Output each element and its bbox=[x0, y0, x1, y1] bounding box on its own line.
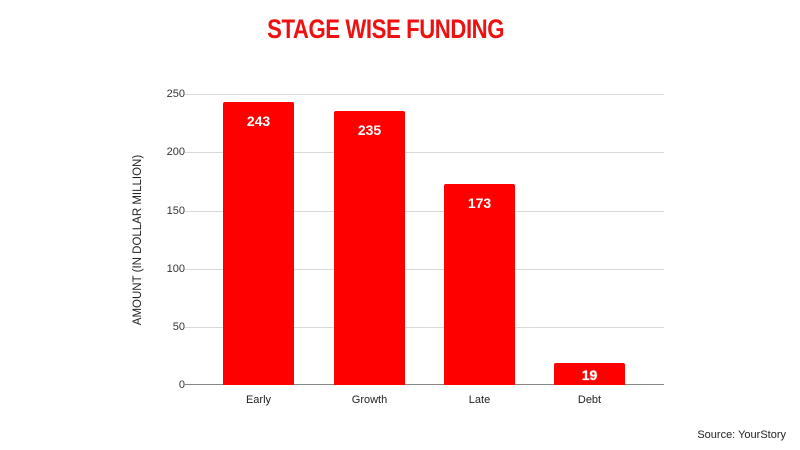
gridline-50 bbox=[185, 327, 664, 328]
bar-value-label: 173 bbox=[467, 194, 492, 211]
x-label-debt: Debt bbox=[577, 394, 602, 406]
gridline-150 bbox=[185, 211, 664, 212]
x-label-late: Late bbox=[468, 394, 491, 406]
y-tick-250: 250 bbox=[166, 88, 185, 100]
bar-late: 173 bbox=[444, 183, 515, 385]
x-axis-baseline bbox=[185, 384, 664, 385]
y-tick-50: 50 bbox=[172, 321, 185, 333]
bar-debt: 19 bbox=[554, 362, 625, 385]
gridline-250 bbox=[185, 94, 664, 95]
y-tick-0: 0 bbox=[178, 379, 185, 391]
bar-value-label: 235 bbox=[357, 122, 382, 139]
y-tick-200: 200 bbox=[166, 146, 185, 158]
source-credit: Source: YourStory bbox=[697, 429, 786, 441]
bar-growth: 235 bbox=[334, 111, 405, 385]
gridline-200 bbox=[185, 152, 664, 153]
gridline-100 bbox=[185, 269, 664, 270]
x-label-growth: Growth bbox=[351, 394, 388, 406]
x-label-early: Early bbox=[245, 394, 272, 406]
bar-value-label: 19 bbox=[581, 366, 598, 383]
plot-area: 243 235 173 19 bbox=[185, 94, 664, 385]
bar-value-label: 243 bbox=[246, 113, 271, 130]
y-tick-100: 100 bbox=[166, 263, 185, 275]
chart-title: STAGE WISE FUNDING bbox=[267, 14, 505, 44]
bar-early: 243 bbox=[223, 102, 294, 385]
y-tick-150: 150 bbox=[166, 205, 185, 217]
y-axis-label: AMOUNT (IN DOLLAR MILLION) bbox=[132, 154, 144, 326]
